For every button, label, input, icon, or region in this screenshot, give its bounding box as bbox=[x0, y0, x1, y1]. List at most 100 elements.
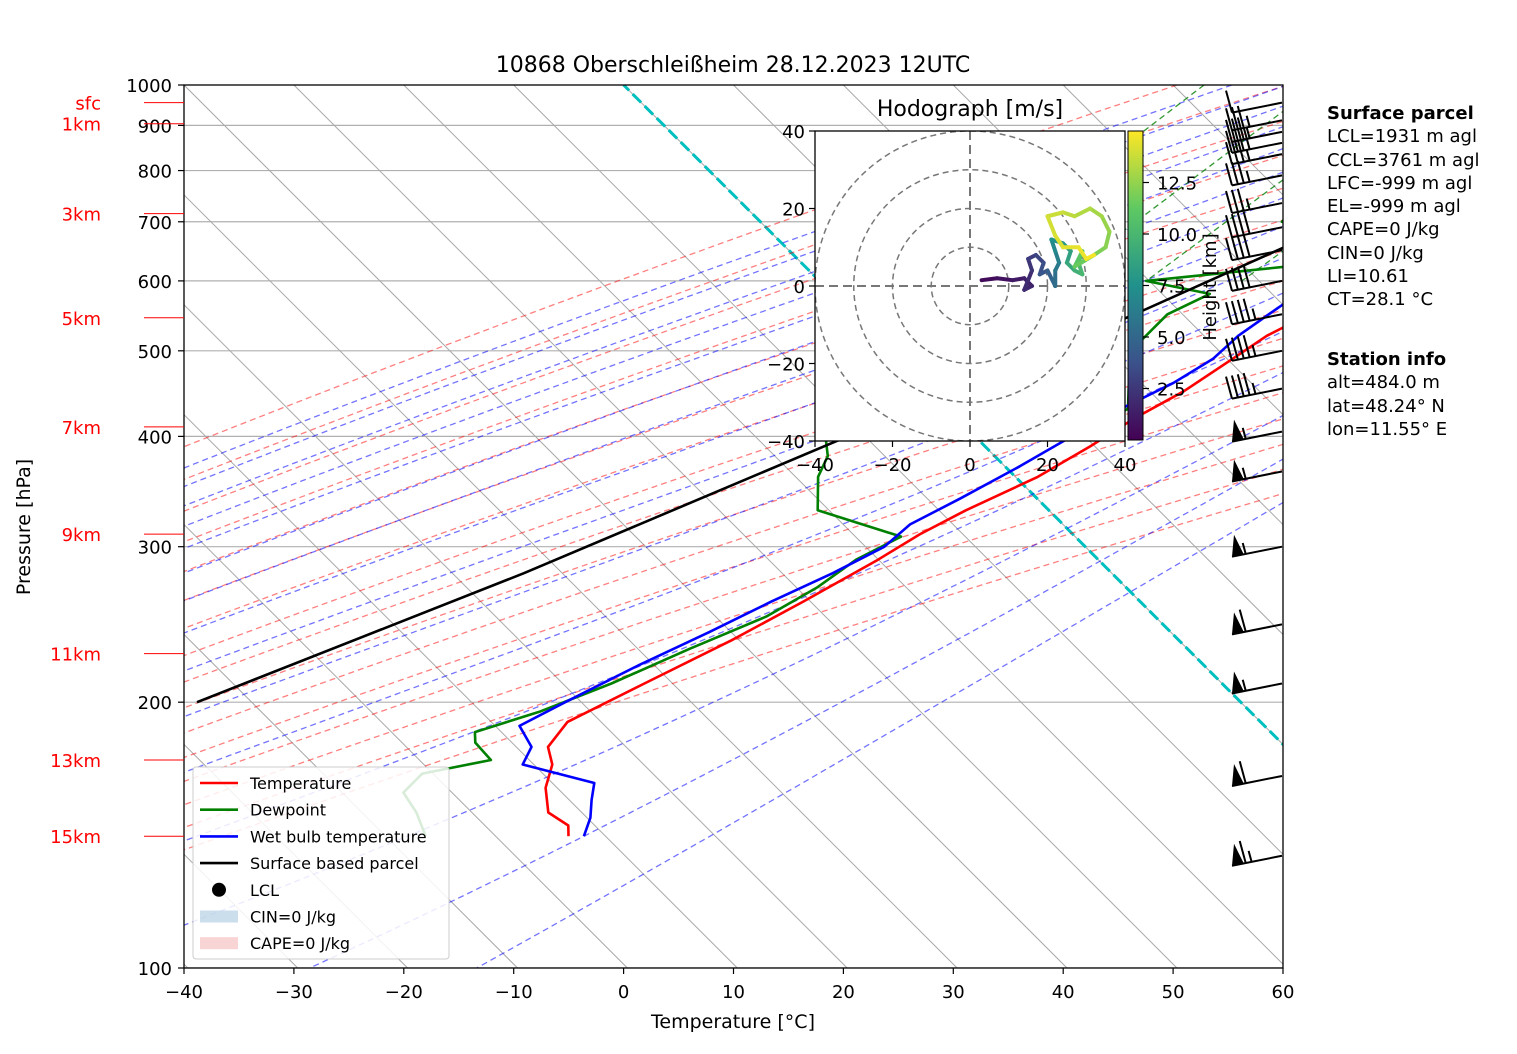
wind-barb bbox=[1225, 211, 1283, 239]
barb-full bbox=[1236, 212, 1245, 236]
hodograph-segment bbox=[1064, 249, 1073, 265]
barb-full bbox=[1225, 338, 1233, 362]
hodograph-x-label: 20 bbox=[1036, 455, 1059, 476]
hodograph-segment bbox=[1099, 214, 1112, 234]
barb-full bbox=[1236, 299, 1245, 323]
y-axis-label: Pressure [hPa] bbox=[13, 459, 35, 595]
barb-full bbox=[1225, 190, 1233, 214]
dry-adiabat bbox=[184, 468, 1283, 829]
wind-barb bbox=[1225, 90, 1283, 114]
surface-el: EL=-999 m agl bbox=[1327, 196, 1461, 218]
barb-shaft bbox=[1231, 387, 1283, 400]
barb-shaft bbox=[1231, 313, 1283, 326]
barb-full bbox=[1242, 127, 1251, 150]
y-tick-label: 300 bbox=[138, 538, 172, 559]
wind-barb bbox=[1225, 139, 1283, 166]
y-axis-ticks: 100 200 300 400 500 600 700 800 900 1000 bbox=[126, 76, 184, 980]
legend-patch bbox=[200, 910, 238, 923]
barb-full bbox=[1225, 237, 1233, 261]
wind-barb bbox=[1231, 671, 1283, 695]
legend-label: Dewpoint bbox=[250, 801, 326, 820]
moist-adiabat bbox=[184, 371, 1283, 842]
moist-adiabat bbox=[184, 85, 1233, 469]
height-tick-label: 13km bbox=[50, 751, 101, 772]
moist-adiabat bbox=[309, 458, 1283, 968]
hodograph-segment bbox=[979, 276, 1000, 283]
y-tick-label: 1000 bbox=[126, 76, 172, 97]
x-tick-label: 30 bbox=[942, 982, 965, 1003]
x-tick-label: −40 bbox=[165, 982, 203, 1003]
barb-half bbox=[1241, 679, 1247, 691]
barb-full bbox=[1225, 90, 1233, 113]
barb-flag bbox=[1232, 459, 1244, 482]
surface-li: LI=10.61 bbox=[1327, 266, 1409, 288]
legend: Temperature Dewpoint Wet bulb temperature S… bbox=[192, 766, 450, 960]
colorbar-ticks: 2.5 5.0 7.5 10.0 12.5 bbox=[1143, 174, 1197, 401]
isotherm-line bbox=[184, 304, 848, 968]
barb-full bbox=[1242, 265, 1251, 288]
isotherm-line bbox=[184, 194, 958, 968]
hodograph-segment bbox=[1076, 245, 1089, 261]
barb-shaft bbox=[1231, 430, 1283, 443]
x-tick-label: 10 bbox=[722, 982, 745, 1003]
barb-full bbox=[1236, 160, 1245, 184]
barb-full bbox=[1230, 300, 1239, 324]
y-tick-label: 700 bbox=[138, 213, 172, 234]
x-tick-label: 50 bbox=[1162, 982, 1185, 1003]
hodograph-segment bbox=[1072, 206, 1093, 219]
barb-full bbox=[1225, 301, 1233, 325]
surface-cin: CIN=0 J/kg bbox=[1327, 242, 1424, 264]
dry-adiabat bbox=[184, 418, 1283, 783]
barb-half bbox=[1251, 382, 1257, 395]
hodograph-y-label: −20 bbox=[767, 355, 805, 376]
dry-adiabat bbox=[184, 309, 1283, 683]
wind-barb bbox=[1231, 459, 1283, 483]
wind-barb bbox=[1225, 265, 1283, 292]
barb-half bbox=[1245, 170, 1251, 183]
y-tick-label: 100 bbox=[138, 959, 172, 980]
chart-title: 10868 Oberschleißheim 28.12.2023 12UTC bbox=[496, 53, 971, 78]
x-tick-label: 40 bbox=[1052, 982, 1075, 1003]
barb-full bbox=[1238, 609, 1247, 632]
barb-shaft bbox=[1231, 226, 1283, 239]
wind-barbs bbox=[1225, 90, 1283, 867]
legend-label: Temperature bbox=[249, 774, 351, 793]
moist-adiabat bbox=[184, 105, 1283, 507]
y-tick-label: 500 bbox=[138, 342, 172, 363]
surface-parcel-panel: Surface parcel LCL=1931 m agl CCL=3761 m… bbox=[1327, 102, 1480, 312]
barb-full bbox=[1230, 236, 1239, 260]
hodograph-segment bbox=[1022, 268, 1034, 292]
barb-full bbox=[1230, 161, 1239, 185]
barb-half bbox=[1241, 427, 1247, 440]
moist-adiabat bbox=[184, 330, 1283, 774]
surface-parcel-header: Surface parcel bbox=[1327, 103, 1474, 124]
hodograph-segment bbox=[1061, 210, 1077, 219]
station-alt: alt=484.0 m bbox=[1327, 372, 1440, 394]
wind-barb bbox=[1225, 160, 1283, 187]
barb-full bbox=[1236, 235, 1245, 259]
barb-shaft bbox=[1231, 470, 1283, 483]
dry-adiabat bbox=[184, 120, 1283, 512]
barb-flag bbox=[1232, 612, 1244, 635]
station-lon: lon=11.55° E bbox=[1327, 418, 1448, 440]
moist-adiabat bbox=[184, 126, 1283, 528]
legend-label: CIN=0 J/kg bbox=[250, 908, 336, 927]
barb-half bbox=[1251, 308, 1257, 320]
barb-full bbox=[1225, 268, 1233, 292]
height-tick-label: 3km bbox=[62, 205, 101, 226]
hodograph-y-label: −40 bbox=[767, 432, 805, 453]
barb-half bbox=[1247, 850, 1253, 863]
station-lat: lat=48.24° N bbox=[1327, 395, 1445, 417]
legend-label: LCL bbox=[250, 881, 279, 900]
wind-barb bbox=[1231, 760, 1283, 787]
colorbar-label: Height [km] bbox=[1200, 233, 1221, 340]
barb-full bbox=[1225, 141, 1233, 165]
barb-full bbox=[1225, 108, 1233, 131]
barb-full bbox=[1236, 105, 1245, 129]
barb-half bbox=[1245, 149, 1251, 161]
hodograph-trace bbox=[979, 206, 1112, 292]
isotherm-line bbox=[403, 85, 1283, 965]
hodograph-x-label: −20 bbox=[874, 455, 912, 476]
